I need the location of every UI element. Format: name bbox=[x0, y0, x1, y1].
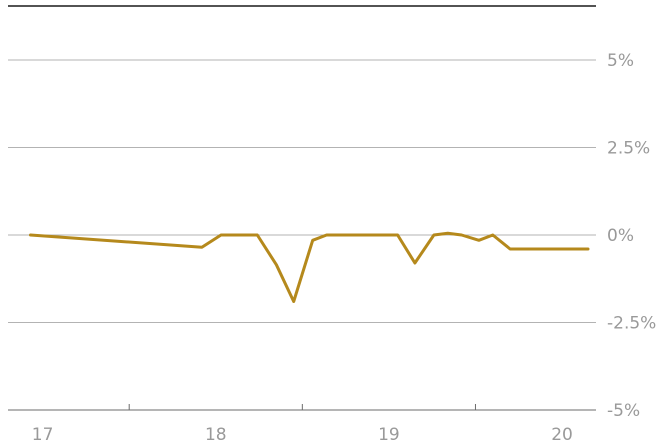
y-tick-label: 0% bbox=[607, 226, 634, 246]
series-line-0 bbox=[29, 231, 590, 303]
x-axis: 17 18 19 20 bbox=[32, 404, 573, 445]
y-tick-label: -5% bbox=[607, 401, 640, 421]
x-tick-label: 18 bbox=[205, 425, 227, 445]
y-axis: 5% 2.5% 0% -2.5% -5% bbox=[607, 51, 656, 421]
x-tick-label: 17 bbox=[32, 425, 54, 445]
y-tick-label: -2.5% bbox=[607, 314, 656, 334]
series-layer bbox=[29, 231, 590, 303]
y-tick-label: 2.5% bbox=[607, 139, 650, 159]
gridlines bbox=[8, 59, 596, 411]
y-tick-label: 5% bbox=[607, 51, 634, 71]
x-tick-label: 19 bbox=[378, 425, 400, 445]
x-tick-label: 20 bbox=[551, 425, 573, 445]
